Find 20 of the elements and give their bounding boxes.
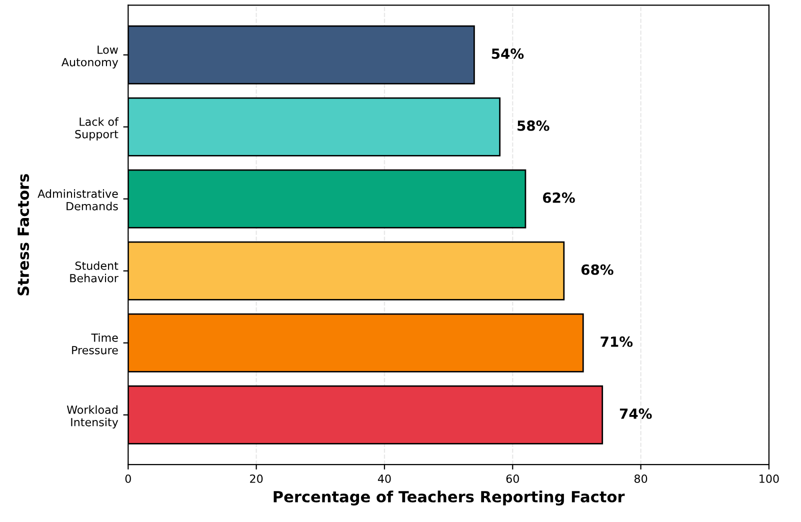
y-tick-label: Low Autonomy <box>61 46 118 68</box>
y-tick-label: Time Pressure <box>72 333 118 354</box>
x-tick-label: 80 <box>634 474 648 483</box>
y-tick-label: Workload Intensity <box>66 405 118 428</box>
x-axis-title: Percentage of Teachers Reporting Factor <box>274 490 625 506</box>
data-label: 54% <box>492 48 524 59</box>
x-tick-label: 0 <box>125 474 131 483</box>
data-label: 58% <box>518 120 550 131</box>
x-tick-label: 40 <box>378 474 391 483</box>
data-label: 74% <box>620 408 652 419</box>
data-label: 71% <box>600 336 633 347</box>
y-tick-label: Lack of Support <box>75 117 119 140</box>
data-label: 68% <box>581 264 614 275</box>
y-tick-label: Administrative Demands <box>38 189 118 210</box>
x-tick-label: 20 <box>250 474 263 483</box>
x-tick-label: 60 <box>506 474 519 483</box>
y-tick-label: Student Behavior <box>70 261 118 282</box>
y-axis-title: Stress Factors <box>17 174 30 296</box>
x-tick-label: 100 <box>760 474 779 483</box>
data-label: 62% <box>542 192 575 203</box>
